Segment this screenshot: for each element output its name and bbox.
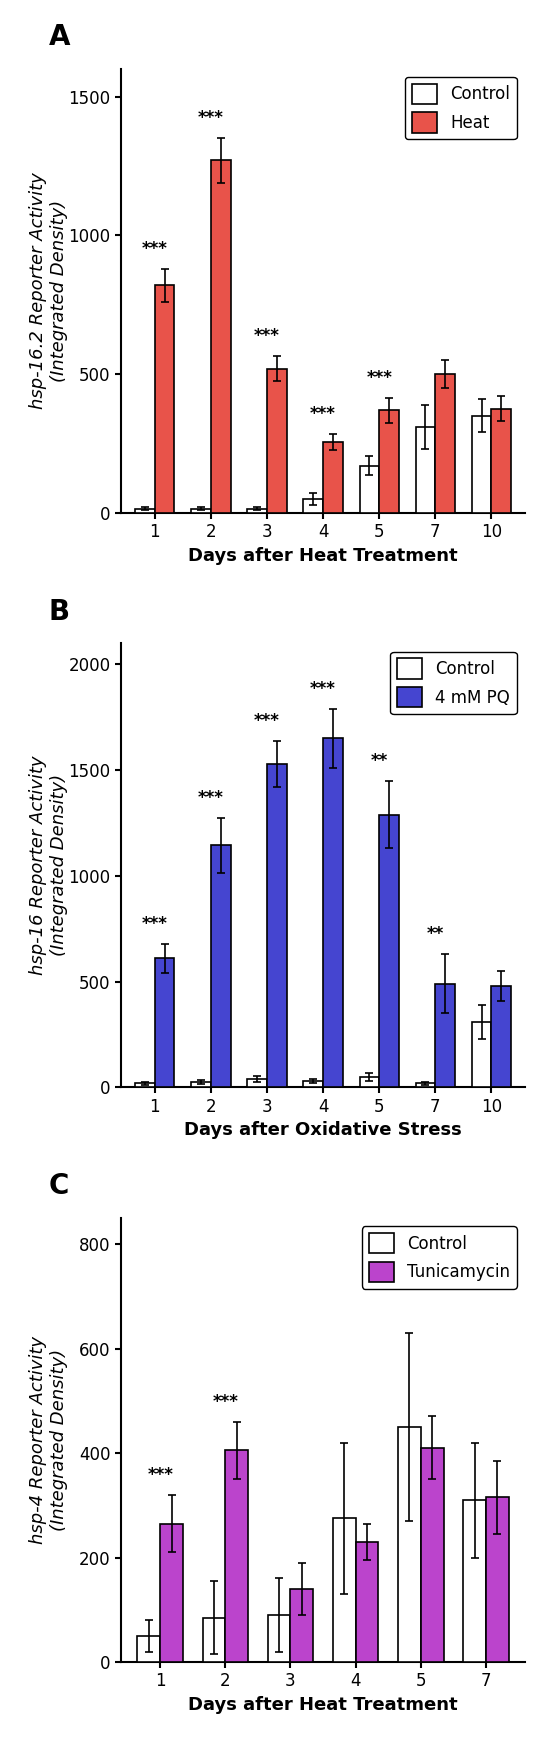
Bar bbox=[248, 510, 267, 513]
X-axis label: Days after Heat Treatment: Days after Heat Treatment bbox=[188, 546, 458, 565]
Bar bbox=[435, 374, 455, 513]
Bar bbox=[191, 1082, 211, 1087]
Text: A: A bbox=[48, 23, 70, 50]
Text: ***: *** bbox=[142, 915, 168, 932]
Bar bbox=[248, 1078, 267, 1087]
Bar bbox=[211, 845, 230, 1087]
Text: ***: *** bbox=[310, 680, 336, 697]
Bar bbox=[304, 1082, 323, 1087]
Bar bbox=[267, 369, 287, 513]
Text: ***: *** bbox=[254, 711, 280, 729]
Bar bbox=[463, 1501, 486, 1662]
Bar bbox=[416, 1083, 435, 1087]
Legend: Control, Heat: Control, Heat bbox=[405, 77, 516, 139]
Bar bbox=[360, 466, 379, 513]
Bar bbox=[226, 1450, 248, 1662]
Bar bbox=[491, 409, 511, 513]
Bar bbox=[421, 1449, 443, 1662]
Legend: Control, Tunicamycin: Control, Tunicamycin bbox=[362, 1226, 516, 1289]
Bar bbox=[435, 984, 455, 1087]
Text: ***: *** bbox=[366, 369, 392, 386]
Bar bbox=[472, 1023, 491, 1087]
Text: ***: *** bbox=[142, 240, 168, 257]
Bar bbox=[416, 426, 435, 513]
Bar bbox=[356, 1542, 378, 1662]
Text: hsp-16 Reporter Activity
(Integrated Density): hsp-16 Reporter Activity (Integrated Den… bbox=[29, 756, 68, 976]
Text: ***: *** bbox=[310, 405, 336, 423]
Bar bbox=[323, 739, 343, 1087]
Bar bbox=[155, 285, 174, 513]
Bar bbox=[491, 986, 511, 1087]
Bar bbox=[323, 442, 343, 513]
Text: ***: *** bbox=[254, 327, 280, 344]
Bar bbox=[268, 1616, 290, 1662]
Text: hsp-4 Reporter Activity
(Integrated Density): hsp-4 Reporter Activity (Integrated Dens… bbox=[29, 1336, 68, 1544]
Bar bbox=[202, 1617, 226, 1662]
Bar bbox=[398, 1428, 421, 1662]
Text: **: ** bbox=[427, 925, 444, 943]
Bar bbox=[379, 410, 399, 513]
Text: **: ** bbox=[371, 751, 388, 770]
Bar bbox=[333, 1518, 356, 1662]
Bar bbox=[135, 1083, 155, 1087]
Bar bbox=[135, 510, 155, 513]
Bar bbox=[211, 160, 230, 513]
Legend: Control, 4 mM PQ: Control, 4 mM PQ bbox=[390, 652, 516, 715]
Text: ***: *** bbox=[198, 790, 224, 807]
Text: C: C bbox=[48, 1172, 69, 1200]
Bar bbox=[360, 1076, 379, 1087]
Text: ***: *** bbox=[147, 1466, 173, 1483]
X-axis label: Days after Heat Treatment: Days after Heat Treatment bbox=[188, 1696, 458, 1715]
Bar bbox=[379, 814, 399, 1087]
Bar bbox=[138, 1636, 160, 1662]
Bar bbox=[486, 1497, 509, 1662]
Bar bbox=[155, 958, 174, 1087]
Bar bbox=[267, 763, 287, 1087]
Text: hsp-16.2 Reporter Activity
(Integrated Density): hsp-16.2 Reporter Activity (Integrated D… bbox=[29, 172, 68, 409]
Bar bbox=[304, 499, 323, 513]
Bar bbox=[472, 416, 491, 513]
Text: B: B bbox=[48, 598, 69, 626]
X-axis label: Days after Oxidative Stress: Days after Oxidative Stress bbox=[184, 1122, 462, 1139]
Text: ***: *** bbox=[198, 110, 224, 127]
Text: ***: *** bbox=[212, 1393, 238, 1410]
Bar bbox=[191, 510, 211, 513]
Bar bbox=[160, 1523, 183, 1662]
Bar bbox=[290, 1589, 314, 1662]
